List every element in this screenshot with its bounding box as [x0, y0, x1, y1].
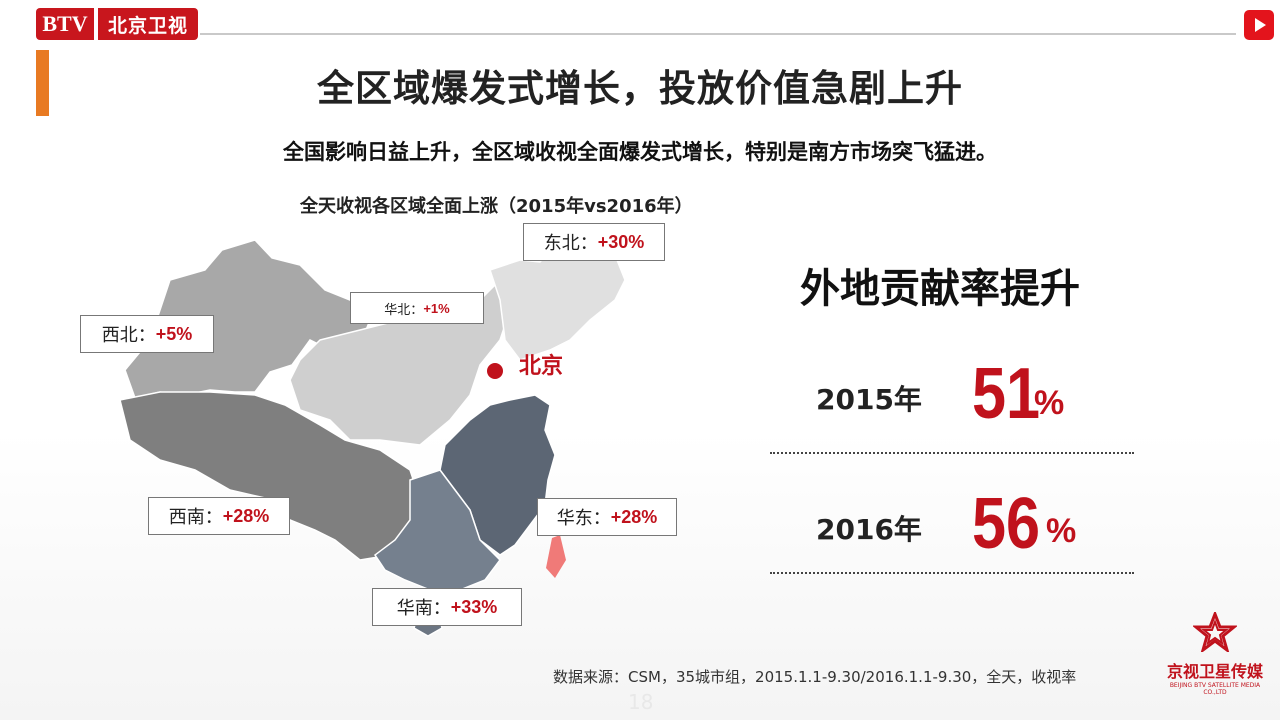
media-logo-en: BEIJING BTV SATELLITE MEDIA CO.,LTD — [1169, 682, 1261, 696]
btv-logo: BTV 北京卫视 — [36, 8, 198, 40]
region-value: +30% — [597, 231, 645, 252]
page-title: 全区域爆发式增长，投放价值急剧上升 — [317, 67, 963, 110]
map-taiwan-island — [546, 535, 566, 578]
region-name: 西南： — [168, 507, 223, 528]
map-region-northwest — [124, 239, 371, 399]
contribution-2015-unit: % — [1034, 384, 1065, 422]
year-2016-label: 2016年 — [816, 513, 922, 546]
dotted-divider — [770, 572, 1134, 574]
beijing-label: 北京 — [519, 354, 564, 379]
map-title: 全天收视各区域全面上涨（2015年vs2016年） — [300, 196, 693, 217]
region-name: 华北： — [384, 302, 424, 318]
star-emblem-icon — [1191, 609, 1239, 654]
region-label-southwest: 西南： +28% — [148, 497, 290, 535]
region-label-northwest: 西北： +5% — [80, 315, 214, 353]
media-company-logo: 京视卫星传媒 BEIJING BTV SATELLITE MEDIA CO.,L… — [1160, 609, 1270, 696]
region-value: +28% — [610, 506, 658, 527]
region-label-south: 华南： +33% — [372, 588, 522, 626]
contribution-heading: 外地贡献率提升 — [800, 266, 1080, 312]
region-value: +33% — [450, 596, 498, 617]
logo-cn-text: 北京卫视 — [96, 8, 198, 40]
play-icon[interactable] — [1244, 10, 1274, 40]
region-name: 华南： — [396, 598, 451, 619]
contribution-2016-unit: % — [1046, 512, 1077, 550]
region-label-east: 华东： +28% — [537, 498, 677, 536]
year-2015-label: 2015年 — [816, 383, 922, 416]
region-label-north: 华北： +1% — [350, 292, 484, 324]
region-label-northeast: 东北： +30% — [523, 223, 665, 261]
data-source-note: 数据来源：CSM，35城市组，2015.1.1-9.30/2016.1.1-9.… — [553, 668, 1077, 686]
page-subtitle: 全国影响日益上升，全区域收视全面爆发式增长，特别是南方市场突飞猛进。 — [283, 140, 997, 164]
header-divider — [200, 33, 1236, 35]
region-value: +28% — [222, 505, 270, 526]
contribution-2015-value: 51 — [972, 354, 1041, 434]
region-value: +1% — [423, 300, 450, 316]
media-logo-cn: 京视卫星传媒 — [1166, 662, 1263, 681]
dotted-divider — [770, 452, 1134, 454]
logo-btv-text: BTV — [36, 8, 94, 40]
region-name: 东北： — [543, 233, 598, 254]
beijing-marker-dot — [487, 363, 503, 379]
region-name: 西北： — [101, 325, 156, 346]
region-value: +5% — [155, 323, 193, 344]
region-name: 华东： — [556, 508, 611, 529]
contribution-2016-value: 56 — [972, 484, 1041, 564]
title-accent-bar — [36, 50, 49, 116]
page-number: 18 — [628, 690, 654, 714]
